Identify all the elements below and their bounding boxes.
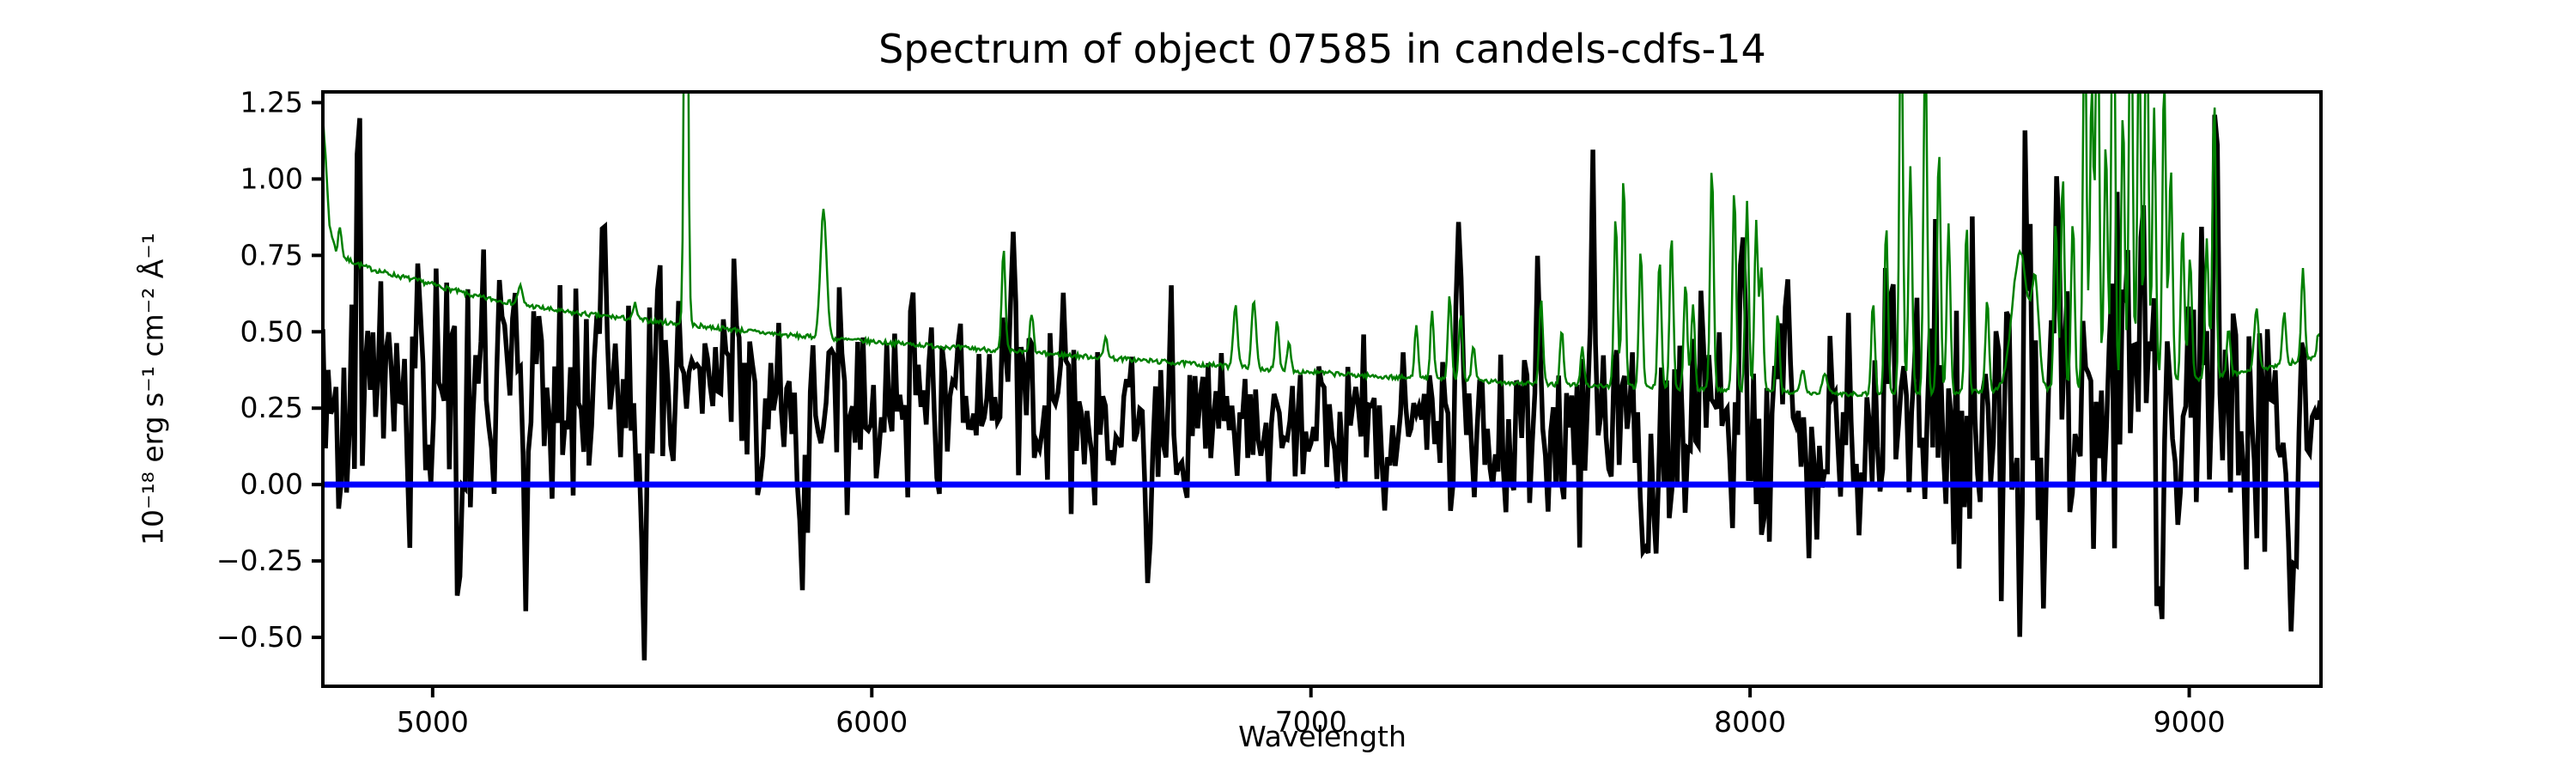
plot-border bbox=[321, 90, 2323, 688]
y-tick-label: 0.75 bbox=[240, 238, 303, 271]
y-tick-label: 0.00 bbox=[240, 467, 303, 501]
x-tick-label: 7000 bbox=[1275, 705, 1347, 739]
x-tick-label: 6000 bbox=[835, 705, 908, 739]
y-tick-label: −0.50 bbox=[216, 620, 303, 654]
x-axis-ticks: 5000 6000 7000 8000 9000 bbox=[397, 686, 2226, 739]
x-tick-label: 9000 bbox=[2154, 705, 2226, 739]
y-tick-label: 0.25 bbox=[240, 391, 303, 424]
y-tick-label: −0.25 bbox=[216, 544, 303, 577]
plot-title: Spectrum of object 07585 in candels-cdfs… bbox=[878, 26, 1766, 72]
y-axis-ticks: 1.25 1.00 0.75 0.50 0.25 0.00 −0.25 −0.50 bbox=[216, 85, 323, 654]
object-spectrum-line bbox=[323, 114, 2321, 660]
x-axis-label: Wavelength bbox=[1238, 720, 1406, 753]
y-tick-label: 1.25 bbox=[240, 85, 303, 119]
y-tick-label: 1.00 bbox=[240, 161, 303, 195]
x-tick-label: 8000 bbox=[1714, 705, 1786, 739]
sky-spectrum-line bbox=[323, 92, 2321, 399]
x-tick-label: 5000 bbox=[397, 705, 469, 739]
y-tick-label: 0.50 bbox=[240, 314, 303, 348]
